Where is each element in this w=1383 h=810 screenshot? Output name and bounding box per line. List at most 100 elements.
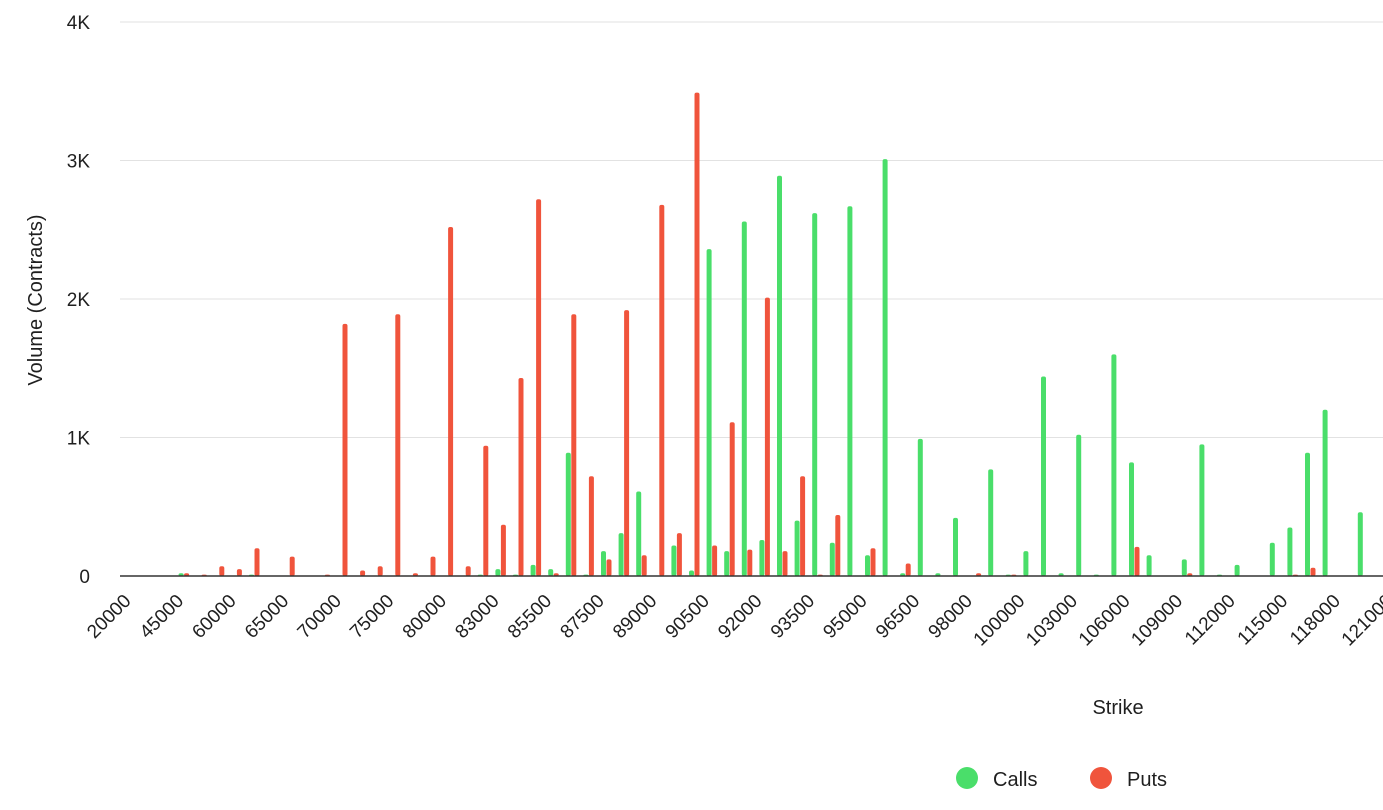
bar-puts[interactable] — [800, 476, 806, 576]
x-tick-label: 121000 — [1338, 591, 1383, 651]
bar-puts[interactable] — [430, 556, 436, 576]
x-tick-label: 89000 — [609, 591, 661, 643]
bar-calls[interactable] — [1023, 551, 1029, 576]
bar-calls[interactable] — [988, 469, 994, 576]
bar-calls[interactable] — [1129, 462, 1134, 576]
bar-puts[interactable] — [236, 569, 242, 576]
bar-puts[interactable] — [659, 204, 665, 576]
bar-calls[interactable] — [777, 175, 782, 577]
bar-calls[interactable] — [689, 570, 694, 576]
x-tick-label: 93500 — [767, 591, 819, 643]
bar-calls[interactable] — [1146, 555, 1152, 576]
bar-puts[interactable] — [870, 548, 876, 576]
x-tick-label: 85500 — [504, 591, 556, 643]
x-axis-ticks: 20000 45000 60000 65000 70000 75000 80000 83000… — [83, 591, 1383, 651]
x-tick-label: 90500 — [662, 591, 714, 643]
bar-puts[interactable] — [764, 297, 770, 576]
x-tick-label: 96500 — [872, 591, 924, 643]
bar-puts[interactable] — [395, 314, 401, 576]
y-tick-label: 4K — [67, 13, 91, 34]
x-tick-label: 75000 — [346, 591, 398, 643]
x-tick-label: 80000 — [399, 591, 451, 643]
bar-calls[interactable] — [1076, 434, 1082, 576]
bar-calls[interactable] — [917, 438, 923, 576]
bar-calls[interactable] — [847, 206, 853, 576]
bar-calls[interactable] — [812, 213, 818, 576]
bar-puts[interactable] — [360, 570, 366, 576]
bar-calls[interactable] — [706, 249, 712, 576]
bar-calls[interactable] — [1111, 354, 1117, 576]
x-tick-label: 65000 — [241, 591, 293, 643]
bar-puts[interactable] — [254, 548, 260, 576]
bar-puts[interactable] — [342, 323, 348, 576]
bar-calls[interactable] — [1199, 444, 1205, 576]
bar-calls[interactable] — [565, 452, 571, 576]
bar-puts[interactable] — [641, 555, 647, 576]
bar-calls[interactable] — [882, 159, 888, 577]
bar-calls[interactable] — [865, 555, 870, 576]
x-tick-label: 83000 — [451, 591, 503, 643]
bar-puts[interactable] — [835, 515, 841, 576]
bar-puts[interactable] — [377, 566, 383, 576]
bar-puts[interactable] — [694, 92, 700, 576]
legend-item-puts[interactable]: Puts — [1090, 767, 1167, 791]
bar-calls[interactable] — [636, 491, 642, 576]
bar-puts[interactable] — [729, 422, 735, 576]
bar-puts[interactable] — [1310, 567, 1316, 576]
x-tick-label: 115000 — [1234, 591, 1293, 650]
bar-puts[interactable] — [606, 559, 612, 576]
bar-calls[interactable] — [1357, 512, 1363, 576]
bar-puts[interactable] — [536, 199, 542, 576]
bar-calls[interactable] — [495, 569, 501, 576]
x-tick-label: 20000 — [83, 591, 135, 643]
bar-calls[interactable] — [1269, 542, 1275, 576]
bar-puts[interactable] — [905, 563, 911, 576]
bar-calls[interactable] — [724, 551, 730, 576]
bar-puts[interactable] — [483, 445, 489, 576]
bar-calls[interactable] — [741, 221, 747, 576]
x-tick-label: 60000 — [188, 591, 240, 643]
x-tick-label: 109000 — [1127, 591, 1187, 651]
legend-swatch-calls — [956, 767, 978, 789]
bar-puts[interactable] — [712, 545, 718, 576]
legend-item-calls[interactable]: Calls — [956, 767, 1037, 791]
bar-puts[interactable] — [518, 377, 524, 576]
y-axis-ticks: 0 1K 2K 3K 4K — [67, 13, 91, 588]
legend: Calls Puts — [956, 767, 1167, 791]
bar-puts[interactable] — [782, 551, 788, 576]
bar-calls[interactable] — [1181, 559, 1187, 576]
bar-calls[interactable] — [1287, 527, 1293, 576]
x-tick-label: 118000 — [1286, 591, 1345, 650]
bar-calls[interactable] — [759, 539, 765, 576]
bar-puts[interactable] — [500, 524, 506, 576]
x-tick-label: 112000 — [1181, 591, 1240, 650]
bar-calls[interactable] — [1322, 409, 1328, 576]
bar-puts[interactable] — [588, 476, 594, 576]
x-tick-label: 100000 — [970, 591, 1030, 651]
bar-puts[interactable] — [571, 314, 577, 576]
bar-calls[interactable] — [1234, 564, 1240, 576]
bar-calls[interactable] — [829, 542, 835, 576]
bar-puts[interactable] — [676, 533, 682, 576]
bar-calls[interactable] — [548, 569, 554, 576]
bar-calls[interactable] — [1305, 452, 1310, 576]
y-tick-label: 2K — [67, 290, 91, 311]
bar-puts[interactable] — [1134, 546, 1140, 576]
bar-calls[interactable] — [618, 533, 624, 576]
bar-puts[interactable] — [624, 310, 630, 576]
bar-calls[interactable] — [953, 517, 958, 576]
bar-calls[interactable] — [530, 564, 536, 576]
bar-calls[interactable] — [794, 520, 800, 576]
bar-calls[interactable] — [1041, 376, 1046, 576]
bar-puts[interactable] — [219, 566, 225, 576]
bar-calls[interactable] — [601, 551, 606, 576]
y-tick-label: 1K — [67, 429, 91, 450]
x-tick-label: 95000 — [819, 591, 871, 643]
bar-puts[interactable] — [289, 556, 295, 576]
legend-label-calls: Calls — [993, 769, 1037, 791]
bar-puts[interactable] — [747, 549, 753, 576]
bar-puts[interactable] — [448, 226, 454, 577]
bar-puts[interactable] — [465, 566, 471, 576]
bar-calls[interactable] — [671, 545, 677, 576]
